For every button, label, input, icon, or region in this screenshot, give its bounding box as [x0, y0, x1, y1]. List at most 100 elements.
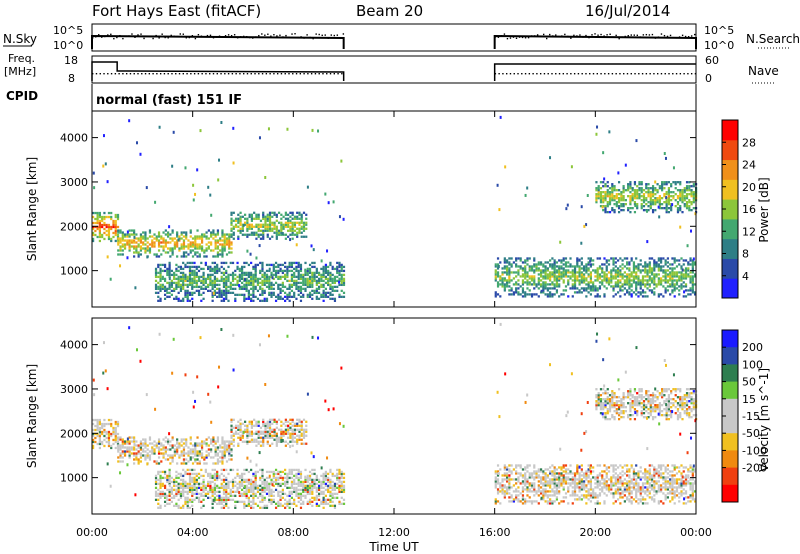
- power-cell: [530, 295, 534, 298]
- velocity-cell: [157, 502, 160, 505]
- power-cell: [505, 271, 509, 274]
- power-cell: [510, 289, 513, 292]
- power-cell: [598, 295, 602, 298]
- power-cell: [194, 245, 197, 248]
- power-cell: [497, 264, 500, 268]
- power-cell: [221, 251, 224, 254]
- velocity-cell: [297, 468, 300, 472]
- power-cell: [601, 271, 604, 274]
- velocity-cell: [255, 422, 258, 425]
- power-cell: [264, 219, 267, 222]
- power-cell: [549, 263, 552, 266]
- power-cell: [155, 255, 158, 258]
- nave-label: Nave: [748, 64, 779, 78]
- power-cell: [528, 267, 531, 270]
- power-cell: [160, 235, 163, 238]
- velocity-cell: [202, 498, 205, 501]
- power-cell: [308, 285, 312, 289]
- power-cell: [576, 265, 579, 268]
- power-cell: [564, 263, 568, 266]
- power-cell: [159, 275, 162, 279]
- power-cell: [657, 263, 660, 266]
- power-cell: [133, 233, 136, 236]
- power-cell: [261, 275, 264, 279]
- power-cell: [261, 293, 264, 296]
- power-cell: [216, 279, 219, 283]
- velocity-cell: [182, 484, 185, 488]
- velocity-cell: [311, 490, 314, 494]
- velocity-cell: [171, 444, 174, 447]
- velocity-cell: [210, 450, 213, 453]
- velocity-cell: [290, 480, 294, 484]
- power-cell: [198, 237, 201, 240]
- power-cell: [521, 281, 525, 284]
- power-cell: [308, 295, 312, 298]
- velocity-cell: [331, 504, 334, 507]
- power-cell: [218, 291, 221, 294]
- power-cell: [159, 267, 162, 271]
- power-cell: [245, 261, 248, 265]
- power-cell: [105, 223, 108, 227]
- power-cell: [154, 271, 158, 275]
- power-cell: [244, 278, 247, 282]
- power-cell: [191, 243, 195, 246]
- power-cell: [96, 221, 99, 225]
- nave-dot: [276, 73, 279, 75]
- velocity-cell: [248, 430, 251, 433]
- power-cell: [290, 279, 294, 283]
- power-cell: [313, 291, 316, 294]
- velocity-cell: [250, 424, 254, 427]
- velocity-cell: [142, 444, 145, 447]
- velocity-cell: [191, 486, 194, 490]
- velocity-cell: [254, 494, 257, 498]
- power-cell: [322, 291, 325, 294]
- power-cell: [320, 279, 323, 283]
- power-cell: [678, 275, 681, 278]
- velocity-cell: [308, 478, 312, 482]
- power-cell: [193, 285, 196, 289]
- power-cell: [553, 271, 556, 274]
- velocity-cell: [96, 424, 99, 428]
- power-cell: [193, 273, 196, 277]
- velocity-cell: [222, 504, 226, 507]
- power-cell: [263, 271, 266, 275]
- power-cell: [114, 223, 117, 227]
- power-cell: [613, 185, 616, 188]
- power-cell: [220, 265, 223, 269]
- power-cell: [313, 289, 316, 293]
- power-cell: [210, 249, 213, 252]
- power-cell: [299, 277, 303, 281]
- power-cell: [212, 231, 215, 234]
- velocity-cell: [128, 436, 131, 439]
- power-cell: [628, 279, 631, 282]
- power-cell: [207, 267, 210, 271]
- power-cell: [595, 197, 598, 200]
- velocity-cell: [295, 468, 298, 472]
- power-cell: [279, 277, 282, 281]
- power-cell: [216, 269, 219, 273]
- power-cell: [249, 252, 252, 256]
- power-cell: [197, 289, 201, 293]
- power-cell: [670, 195, 673, 198]
- power-cell: [263, 277, 266, 281]
- power-cell: [690, 229, 693, 233]
- noise-search-dot: [636, 34, 639, 37]
- power-cell: [98, 219, 101, 223]
- velocity-cell: [252, 500, 255, 503]
- power-cell: [284, 213, 287, 216]
- power-cell: [595, 132, 598, 136]
- power-cell: [665, 201, 668, 204]
- noise-search-dot: [203, 35, 206, 38]
- power-cell: [194, 239, 197, 242]
- power-cell: [580, 241, 583, 245]
- power-cell: [616, 291, 620, 294]
- velocity-cell: [327, 490, 330, 494]
- velocity-cell: [264, 430, 267, 433]
- velocity-cell: [305, 434, 308, 437]
- velocity-cell: [185, 438, 188, 441]
- power-cell: [549, 273, 552, 276]
- velocity-cell: [223, 456, 226, 459]
- power-cell: [193, 275, 196, 279]
- power-cell: [689, 277, 692, 280]
- power-cell: [627, 207, 630, 210]
